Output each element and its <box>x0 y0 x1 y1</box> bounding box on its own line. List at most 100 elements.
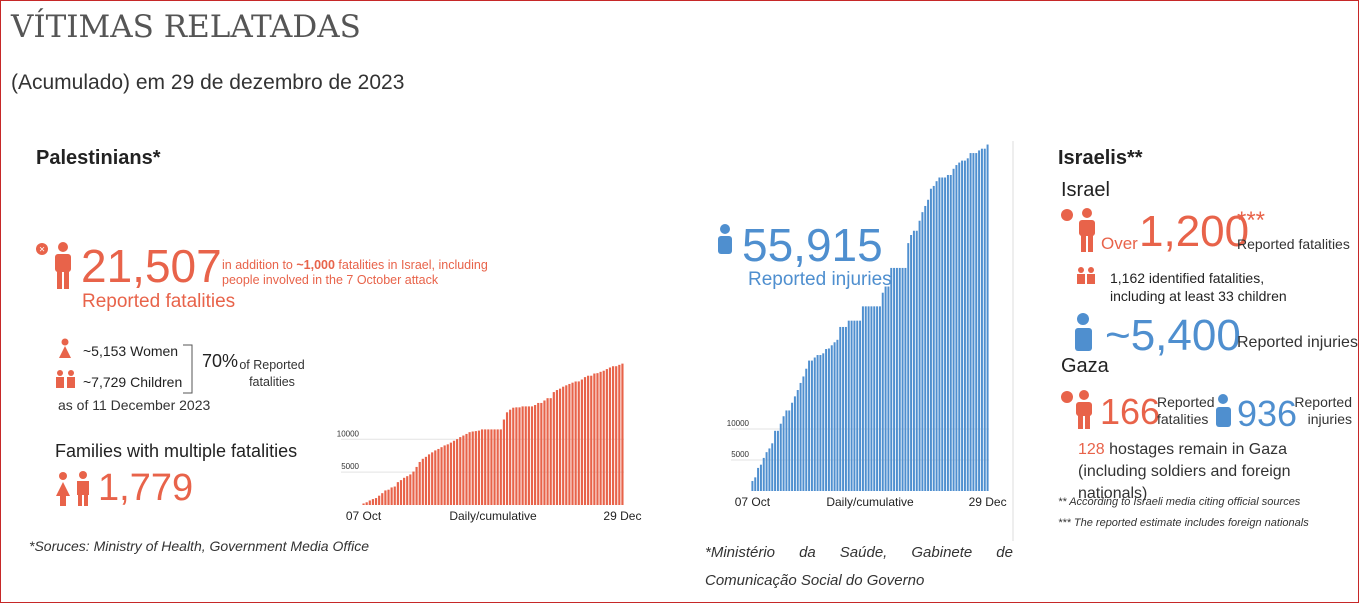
bar <box>521 406 524 505</box>
bar <box>549 398 552 505</box>
bar <box>819 355 822 491</box>
bar <box>759 464 762 491</box>
bar <box>362 503 365 505</box>
bar <box>791 402 794 491</box>
footnote: ** According to Israeli media citing off… <box>1058 496 1301 508</box>
bar <box>515 407 518 505</box>
bar <box>918 220 921 491</box>
bar <box>785 410 788 491</box>
bar <box>893 267 896 491</box>
bar <box>605 369 608 505</box>
bar <box>440 447 443 505</box>
bar <box>929 188 932 491</box>
x-axis-label: Daily/cumulative <box>826 495 914 509</box>
bar <box>615 366 618 505</box>
bar <box>434 450 437 505</box>
bar <box>537 402 540 505</box>
bar <box>782 416 785 491</box>
bar <box>822 353 825 491</box>
bar <box>827 348 830 491</box>
bar <box>399 480 403 505</box>
bar <box>774 430 777 491</box>
value: 128 <box>1078 441 1105 458</box>
label: Reported injuries <box>1294 394 1352 427</box>
bar <box>776 430 779 491</box>
bar <box>762 457 765 491</box>
bar <box>390 487 393 505</box>
big-number: 166 <box>1100 391 1161 432</box>
bar <box>833 342 836 491</box>
bar <box>901 267 904 491</box>
title: VÍTIMAS RELATADAS <box>11 9 361 45</box>
x-tick-label: 29 Dec <box>603 509 641 523</box>
bar <box>446 444 449 505</box>
bar <box>955 165 958 491</box>
bar <box>474 431 477 505</box>
x-tick-label: 07 Oct <box>346 509 382 523</box>
label: Reported injuries <box>1237 334 1358 351</box>
stars: *** <box>1237 207 1266 234</box>
bar <box>975 153 978 491</box>
bar <box>602 370 605 505</box>
bar <box>490 429 493 505</box>
label: Reported injuries <box>748 269 892 290</box>
bar <box>870 306 873 491</box>
bar <box>768 448 771 491</box>
bar <box>384 490 387 505</box>
bar <box>963 160 966 491</box>
bar <box>958 162 961 491</box>
bar <box>921 212 924 492</box>
big-number: 1,200 <box>1139 207 1250 256</box>
bar <box>381 493 384 505</box>
bar <box>873 306 876 491</box>
x-tick-label: 29 Dec <box>969 495 1007 509</box>
bar <box>887 286 890 491</box>
label: as of 11 December 2023 <box>58 397 211 413</box>
bar <box>932 185 935 491</box>
bar <box>477 430 481 505</box>
bar <box>980 148 983 492</box>
bar <box>751 481 754 491</box>
bar <box>409 474 412 505</box>
bar <box>850 320 853 491</box>
text: ~1,000 <box>296 258 335 272</box>
bar <box>898 267 901 491</box>
bar <box>524 406 527 505</box>
bar <box>611 366 615 505</box>
bar <box>771 443 774 491</box>
bar <box>810 360 813 491</box>
bar <box>596 373 599 505</box>
bar <box>969 153 972 491</box>
bar <box>530 406 534 505</box>
bar <box>805 368 808 491</box>
bar <box>412 471 415 505</box>
bar <box>546 398 549 505</box>
heading: Palestinians* <box>36 147 161 169</box>
bar <box>527 406 530 505</box>
text: in addition to <box>222 258 297 272</box>
bar <box>799 382 802 491</box>
bar <box>493 429 496 505</box>
bar <box>825 349 828 491</box>
text: hostages remain in Gaza (including soldi… <box>1078 441 1291 502</box>
bar <box>534 405 537 505</box>
subheading: Gaza <box>1061 355 1109 377</box>
bar <box>368 500 371 505</box>
note: in addition to ~1,000 fatalities in Isra… <box>222 258 492 288</box>
bar <box>449 442 452 505</box>
footnote: *** The reported estimate includes forei… <box>1058 517 1309 529</box>
value: ~5,153 <box>83 343 127 359</box>
x-axis-label: Daily/cumulative <box>449 509 537 523</box>
bar <box>867 306 870 491</box>
bar <box>876 306 879 491</box>
bar <box>910 234 913 492</box>
bar <box>861 306 864 491</box>
bar <box>424 456 428 505</box>
bar <box>574 381 577 505</box>
bar <box>562 386 565 505</box>
bar <box>816 355 819 491</box>
bar <box>512 407 515 505</box>
bar <box>365 502 368 505</box>
bar <box>396 482 399 505</box>
